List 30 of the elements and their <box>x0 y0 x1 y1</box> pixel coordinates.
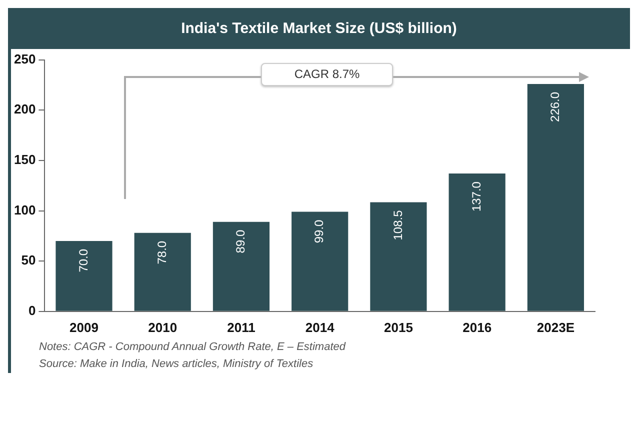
x-tick-label: 2009 <box>70 320 98 335</box>
bar <box>292 212 348 311</box>
data-label: 137.0 <box>469 181 484 212</box>
chart-title: India's Textile Market Size (US$ billion) <box>8 8 630 49</box>
bar <box>212 222 270 311</box>
text: Notes: CAGR - Compound Annual Growth Rate, E – Estimated <box>38 340 347 355</box>
y-tick-label: 200 <box>14 102 36 117</box>
y-tick-label: 150 <box>14 152 36 168</box>
bar <box>134 232 191 311</box>
y-tick-label: 250 <box>14 51 36 66</box>
data-label: 78.0 <box>154 240 169 264</box>
x-tick-label: 2016 <box>462 320 492 335</box>
x-tick-label: 2010 <box>148 320 178 335</box>
data-label: 70.0 <box>76 248 90 272</box>
data-label: 108.5 <box>390 210 405 240</box>
y-tick-label: 100 <box>14 202 36 218</box>
bar <box>56 240 112 311</box>
x-tick-label: 2015 <box>384 320 413 335</box>
data-label: 99.0 <box>312 219 326 244</box>
bar <box>448 174 506 311</box>
x-tick-label: 2011 <box>227 320 256 335</box>
bar <box>370 202 427 311</box>
x-tick-label: 2014 <box>305 320 336 335</box>
data-label: 89.0 <box>234 230 248 254</box>
y-tick-label: 0 <box>28 302 36 318</box>
x-tick-label: 2023E <box>536 320 575 335</box>
data-label: 226.0 <box>548 92 562 122</box>
y-tick-label: 50 <box>21 252 36 268</box>
source-note: Source: Make in India, News articles, Ministry of Textiles <box>38 357 314 372</box>
bar <box>527 84 584 311</box>
